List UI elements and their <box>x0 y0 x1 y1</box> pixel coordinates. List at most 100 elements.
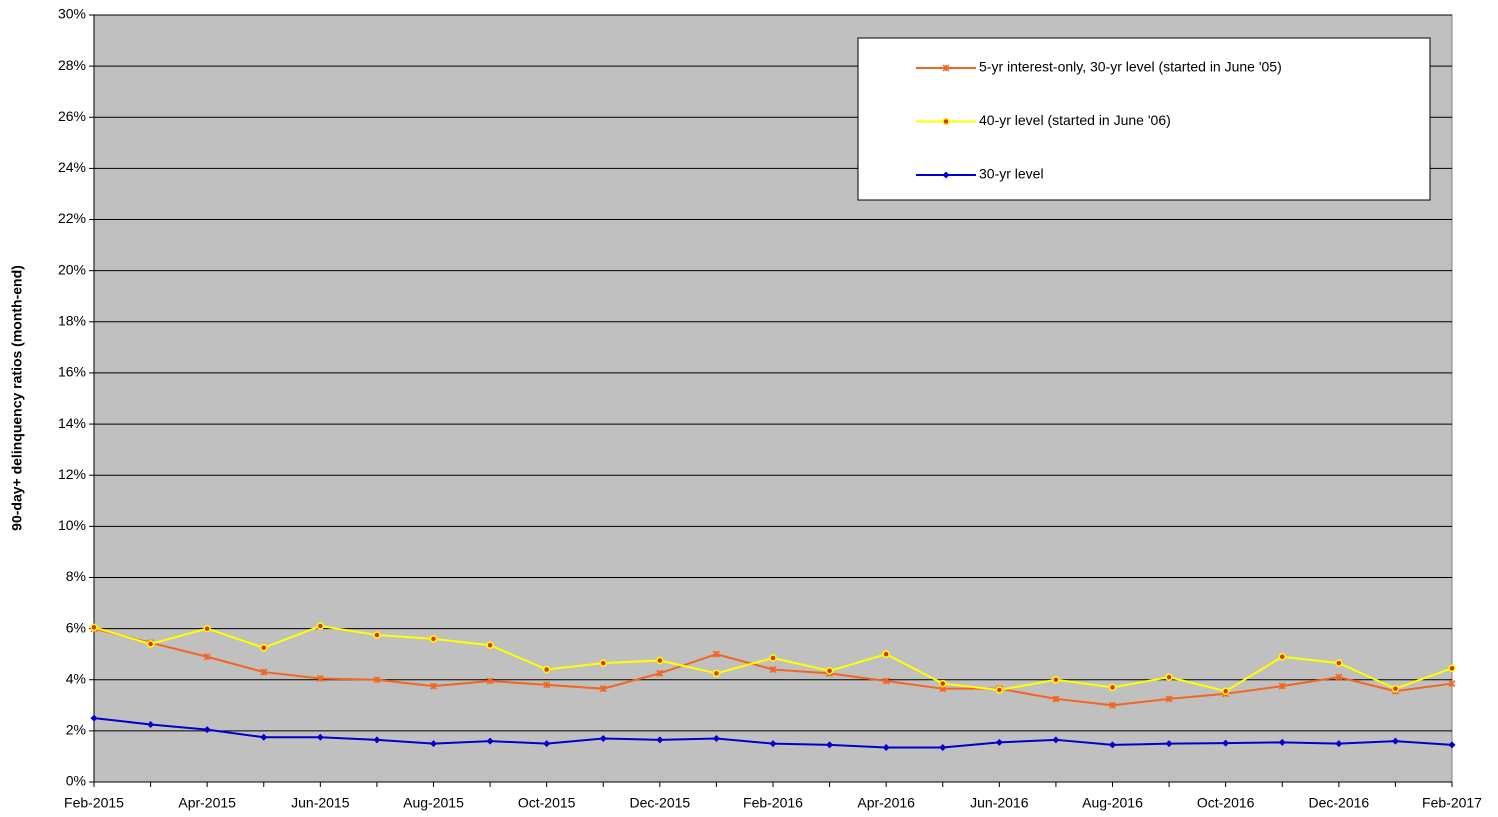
marker <box>599 685 607 693</box>
marker <box>939 679 947 688</box>
marker <box>656 669 664 677</box>
legend-label: 40-yr level (started in June '06) <box>979 112 1171 128</box>
marker <box>825 667 834 675</box>
x-tick-label: Dec-2015 <box>629 795 690 811</box>
x-tick-label: Apr-2016 <box>857 795 915 811</box>
marker <box>542 665 551 674</box>
marker <box>373 631 381 639</box>
marker <box>656 656 664 665</box>
marker <box>1448 664 1456 672</box>
marker <box>599 735 607 743</box>
y-tick-label: 8% <box>66 568 86 584</box>
y-tick-label: 10% <box>58 517 86 533</box>
marker <box>995 738 1003 746</box>
y-axis-title: 90-day+ delinquency ratios (month-end) <box>9 265 25 531</box>
y-tick-label: 30% <box>58 6 86 22</box>
marker <box>203 653 211 661</box>
marker <box>1278 738 1286 746</box>
marker <box>599 659 607 667</box>
marker <box>316 622 325 630</box>
marker <box>712 669 721 678</box>
y-tick-label: 20% <box>58 261 86 277</box>
marker <box>769 740 777 748</box>
y-tick-label: 0% <box>66 773 86 789</box>
marker <box>1108 683 1117 692</box>
marker <box>1335 673 1343 681</box>
marker <box>1165 740 1173 748</box>
x-tick-label: Oct-2015 <box>518 795 576 811</box>
marker <box>316 674 324 682</box>
marker <box>486 641 494 649</box>
marker <box>1335 740 1343 748</box>
marker <box>1052 675 1060 684</box>
marker <box>939 743 947 751</box>
marker <box>1109 741 1116 749</box>
marker <box>373 676 381 684</box>
marker <box>1335 659 1343 667</box>
marker <box>543 681 551 689</box>
marker <box>543 740 551 748</box>
y-tick-label: 12% <box>58 466 86 482</box>
x-tick-label: Feb-2016 <box>743 795 803 811</box>
marker <box>1221 687 1230 695</box>
x-tick-label: Aug-2016 <box>1082 795 1143 811</box>
marker <box>882 743 890 751</box>
marker <box>942 64 950 72</box>
y-tick-label: 18% <box>58 313 86 329</box>
legend-box <box>857 37 1431 201</box>
marker <box>1052 695 1060 703</box>
marker <box>1448 680 1456 688</box>
x-tick-label: Dec-2016 <box>1308 795 1369 811</box>
marker <box>882 650 890 658</box>
x-tick-label: Aug-2015 <box>403 795 464 811</box>
marker <box>1391 737 1399 745</box>
marker <box>1222 739 1230 747</box>
marker <box>1052 736 1060 744</box>
marker <box>942 117 950 126</box>
y-tick-label: 26% <box>58 108 86 124</box>
y-tick-label: 24% <box>58 159 86 175</box>
marker <box>826 741 834 749</box>
x-tick-label: Jun-2016 <box>970 795 1029 811</box>
marker <box>1448 741 1456 749</box>
x-tick-label: Feb-2015 <box>64 795 124 811</box>
marker <box>429 635 438 643</box>
marker <box>1108 701 1117 709</box>
marker <box>942 171 950 179</box>
marker <box>1165 695 1173 703</box>
marker <box>486 677 494 685</box>
marker <box>769 654 777 662</box>
marker <box>712 735 720 743</box>
marker <box>1165 673 1173 681</box>
marker <box>203 624 211 633</box>
marker <box>712 650 720 658</box>
marker <box>316 733 324 741</box>
marker <box>995 686 1004 694</box>
marker <box>203 726 211 734</box>
x-tick-label: Oct-2016 <box>1197 795 1255 811</box>
y-tick-label: 28% <box>58 57 86 73</box>
marker <box>373 736 381 744</box>
x-tick-label: Jun-2015 <box>291 795 350 811</box>
marker <box>769 665 777 674</box>
x-tick-label: Feb-2017 <box>1422 795 1482 811</box>
y-tick-label: 4% <box>66 670 86 686</box>
marker <box>90 623 98 632</box>
y-tick-label: 16% <box>58 364 86 380</box>
marker <box>486 737 494 745</box>
marker <box>1278 682 1286 690</box>
marker <box>146 640 155 648</box>
x-tick-label: Apr-2015 <box>178 795 236 811</box>
marker <box>882 677 890 685</box>
marker <box>90 714 98 722</box>
y-tick-label: 6% <box>66 619 86 635</box>
marker <box>1391 684 1400 693</box>
y-tick-label: 22% <box>58 210 86 226</box>
marker <box>429 682 438 690</box>
marker <box>430 740 437 748</box>
y-tick-label: 14% <box>58 415 86 431</box>
y-tick-label: 2% <box>66 722 86 738</box>
marker <box>260 733 268 741</box>
